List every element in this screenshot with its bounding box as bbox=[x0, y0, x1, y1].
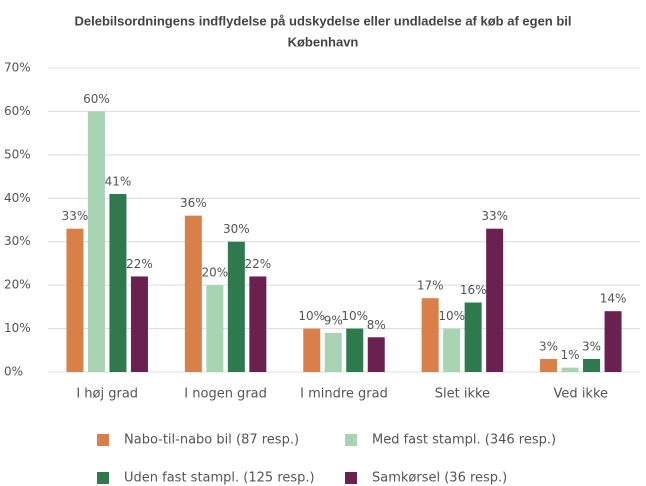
bar bbox=[464, 302, 482, 372]
legend-label: Uden fast stampl. (125 resp.) bbox=[124, 471, 315, 486]
data-label: 41% bbox=[105, 174, 132, 188]
y-tick-label: 50% bbox=[4, 147, 31, 161]
y-tick-label: 30% bbox=[4, 234, 31, 248]
y-tick-label: 10% bbox=[4, 321, 31, 335]
data-label: 3% bbox=[582, 339, 601, 353]
bar bbox=[227, 241, 245, 372]
x-tick-label: I nogen grad bbox=[184, 387, 267, 402]
chart-title: Delebilsordningens indflydelse på udskyd… bbox=[74, 13, 571, 28]
y-tick-label: 60% bbox=[4, 104, 31, 118]
bar bbox=[486, 228, 504, 372]
bar bbox=[324, 332, 342, 372]
bar bbox=[583, 358, 601, 372]
y-tick-label: 70% bbox=[4, 61, 31, 75]
data-label: 10% bbox=[298, 309, 325, 323]
bar bbox=[66, 228, 84, 372]
data-label: 1% bbox=[561, 348, 580, 362]
bar bbox=[206, 285, 224, 372]
x-tick-label: Ved ikke bbox=[554, 387, 608, 402]
bar bbox=[184, 215, 202, 372]
bar bbox=[346, 328, 364, 372]
data-label: 60% bbox=[83, 92, 110, 106]
y-tick-label: 20% bbox=[4, 278, 31, 292]
x-tick-label: Slet ikke bbox=[435, 387, 490, 402]
data-label: 30% bbox=[223, 222, 250, 236]
data-label: 33% bbox=[481, 209, 508, 223]
y-tick-label: 40% bbox=[4, 191, 31, 205]
bar bbox=[540, 358, 558, 372]
legend-label: Samkørsel (36 resp.) bbox=[372, 471, 507, 486]
x-tick-label: I mindre grad bbox=[300, 387, 388, 402]
x-tick-label: I høj grad bbox=[76, 387, 138, 402]
data-label: 33% bbox=[62, 209, 89, 223]
data-label: 20% bbox=[202, 266, 229, 280]
data-label: 14% bbox=[600, 292, 627, 306]
legend-swatch bbox=[97, 434, 109, 446]
data-label: 10% bbox=[341, 309, 368, 323]
data-label: 9% bbox=[324, 313, 343, 327]
bar bbox=[604, 311, 622, 372]
chart-subtitle: København bbox=[288, 34, 359, 49]
bar bbox=[303, 328, 321, 372]
data-label: 22% bbox=[126, 257, 153, 271]
bar bbox=[87, 111, 105, 372]
data-label: 3% bbox=[539, 339, 558, 353]
data-label: 36% bbox=[180, 196, 207, 210]
y-tick-label: 0% bbox=[4, 365, 23, 379]
legend-swatch bbox=[345, 434, 357, 446]
data-label: 8% bbox=[367, 318, 386, 332]
bar bbox=[367, 337, 385, 372]
legend-label: Med fast stampl. (346 resp.) bbox=[372, 433, 556, 448]
data-label: 17% bbox=[417, 279, 444, 293]
data-label: 22% bbox=[245, 257, 272, 271]
legend-label: Nabo-til-nabo bil (87 resp.) bbox=[124, 433, 299, 448]
data-label: 16% bbox=[460, 283, 487, 297]
bar bbox=[561, 367, 579, 372]
data-label: 10% bbox=[438, 309, 465, 323]
bar bbox=[249, 276, 267, 372]
bar bbox=[421, 298, 439, 372]
bar bbox=[443, 328, 461, 372]
bar bbox=[109, 193, 127, 372]
legend-swatch bbox=[345, 472, 357, 484]
bar bbox=[130, 276, 148, 372]
legend-swatch bbox=[97, 472, 109, 484]
